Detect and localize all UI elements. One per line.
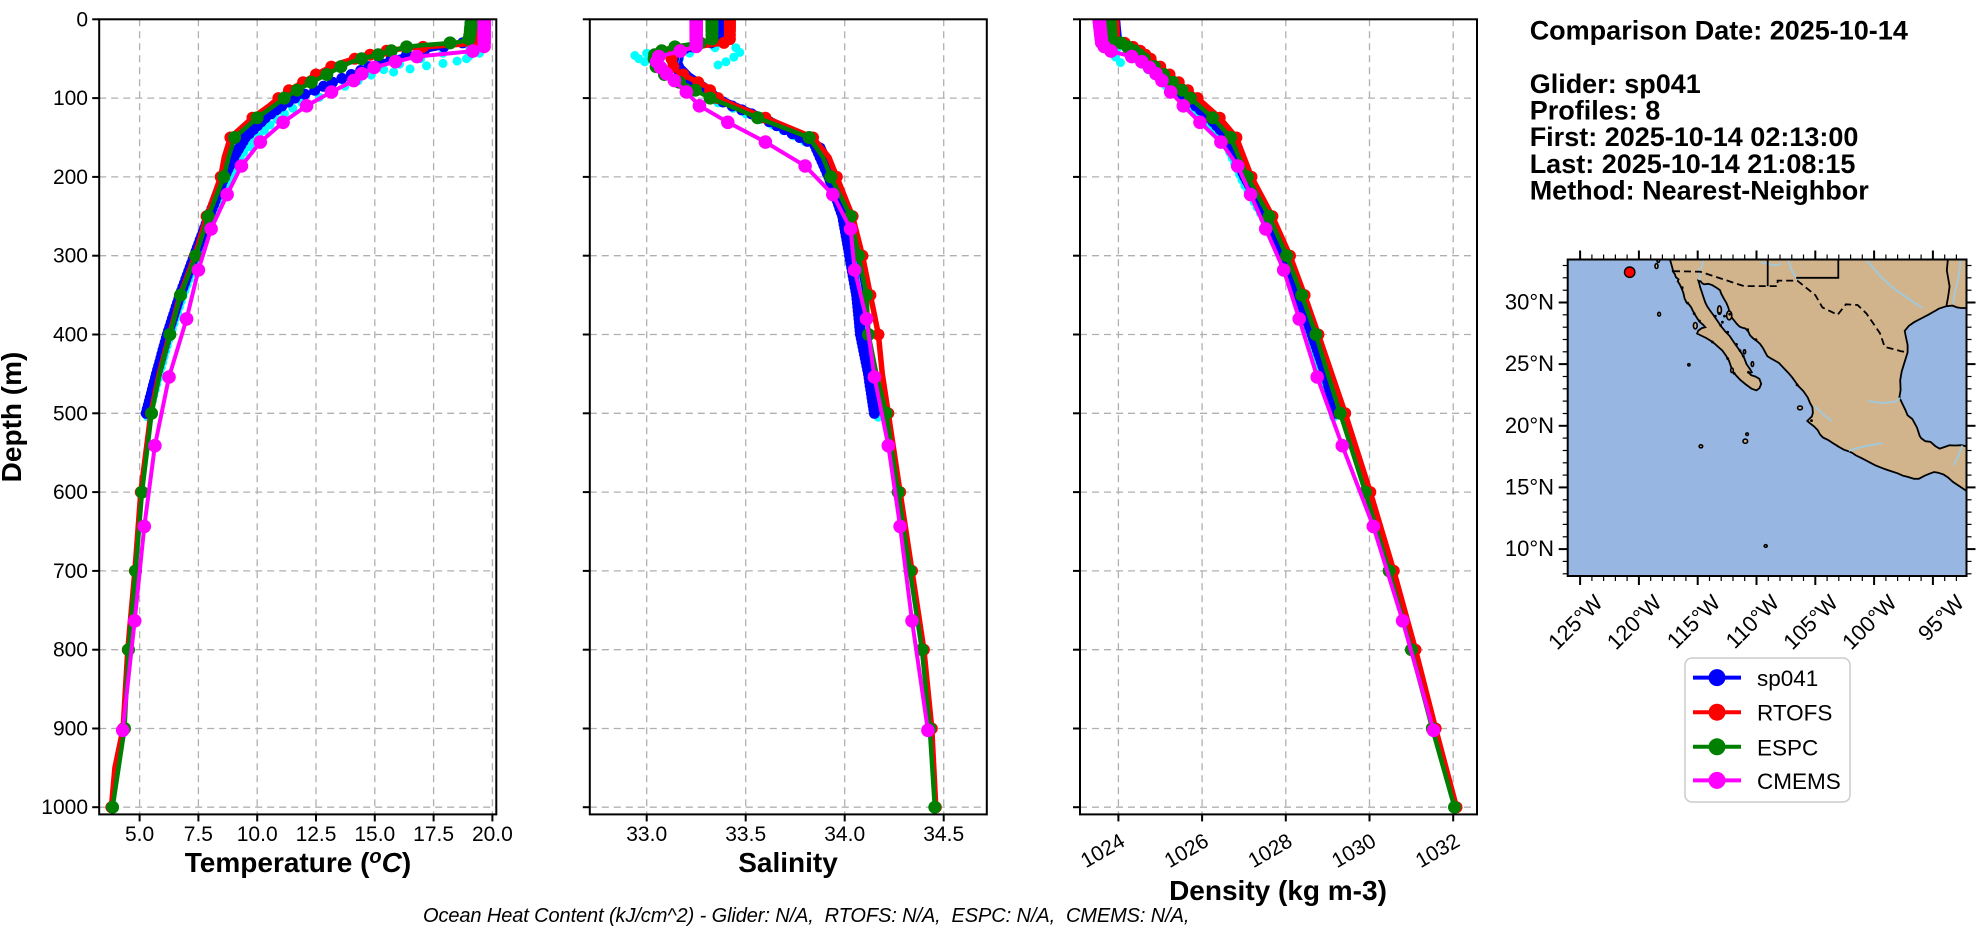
svg-text:Density (kg m-3): Density (kg m-3) [1169,875,1387,906]
svg-text:RTOFS: RTOFS [1757,701,1832,726]
svg-text:34.5: 34.5 [923,823,964,846]
svg-text:17.5: 17.5 [413,823,454,846]
svg-text:15.0: 15.0 [354,823,395,846]
svg-text:Profiles: 8: Profiles: 8 [1530,96,1661,126]
svg-text:900: 900 [53,718,88,741]
svg-text:Glider: sp041: Glider: sp041 [1530,69,1701,99]
svg-text:33.5: 33.5 [725,823,766,846]
svg-text:15°N: 15°N [1505,474,1554,499]
svg-text:Comparison Date: 2025-10-14: Comparison Date: 2025-10-14 [1530,15,1908,45]
svg-text:Temperature (oC): Temperature (oC) [185,846,411,878]
svg-text:600: 600 [53,481,88,504]
svg-text:10.0: 10.0 [237,823,278,846]
svg-text:34.0: 34.0 [824,823,865,846]
svg-text:Method: Nearest-Neighbor: Method: Nearest-Neighbor [1530,176,1870,206]
svg-text:200: 200 [53,166,88,189]
svg-text:5.0: 5.0 [125,823,154,846]
svg-text:20°N: 20°N [1505,413,1554,438]
svg-text:25°N: 25°N [1505,351,1554,376]
svg-text:33.0: 33.0 [626,823,667,846]
svg-text:500: 500 [53,402,88,425]
svg-text:20.0: 20.0 [472,823,513,846]
svg-text:12.5: 12.5 [296,823,337,846]
svg-text:400: 400 [53,324,88,347]
svg-text:ESPC: ESPC [1757,735,1818,760]
svg-text:Salinity: Salinity [738,847,838,878]
svg-text:7.5: 7.5 [184,823,213,846]
svg-text:1000: 1000 [41,796,88,819]
svg-text:10°N: 10°N [1505,536,1554,561]
svg-text:700: 700 [53,560,88,583]
svg-text:0: 0 [76,8,88,31]
svg-text:CMEMS: CMEMS [1757,769,1841,794]
svg-text:Last: 2025-10-14 21:08:15: Last: 2025-10-14 21:08:15 [1530,149,1856,179]
svg-text:sp041: sp041 [1757,666,1818,691]
svg-text:Depth (m): Depth (m) [0,352,27,483]
svg-text:First: 2025-10-14 02:13:00: First: 2025-10-14 02:13:00 [1530,122,1859,152]
svg-text:300: 300 [53,245,88,268]
svg-text:30°N: 30°N [1505,290,1554,315]
svg-text:800: 800 [53,639,88,662]
svg-text:100: 100 [53,87,88,110]
svg-text:Ocean Heat Content (kJ/cm^2) -: Ocean Heat Content (kJ/cm^2) - Glider: N… [423,905,1189,927]
